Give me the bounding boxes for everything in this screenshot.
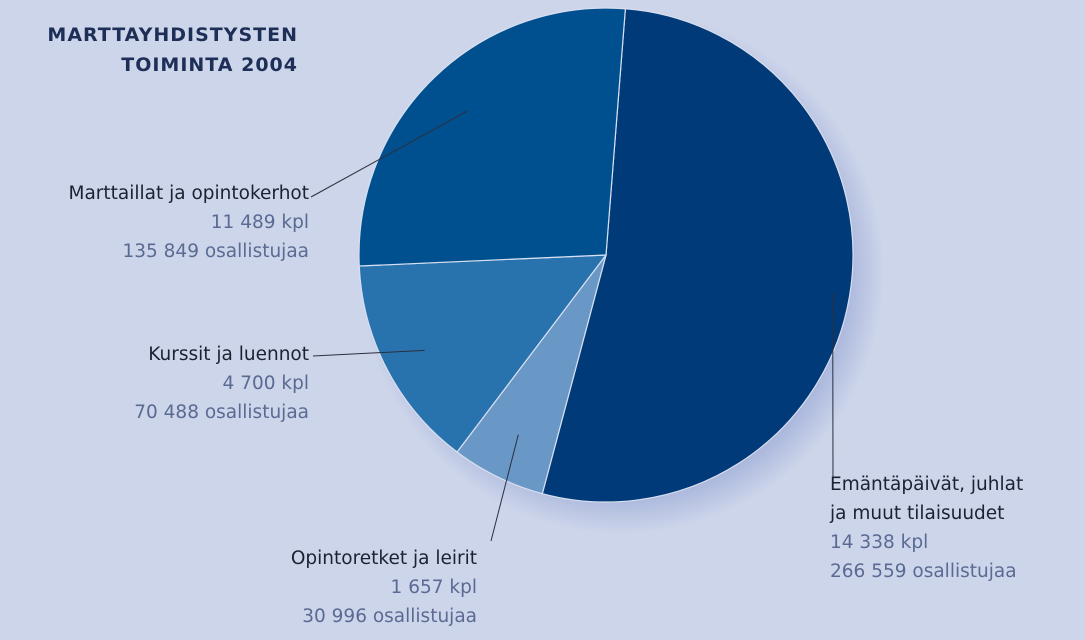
slice-label-name: Marttaillat ja opintokerhot [68,179,309,208]
slice-label-name-line-1: Emäntäpäivät, juhlat [830,470,1023,499]
slice-label-name: Kurssit ja luennot [134,340,309,369]
slice-label-count: 14 338 kpl [830,528,1023,557]
chart-title-line-2: TOIMINTA 2004 [121,54,298,76]
slice-label-participants: 70 488 osallistujaa [134,398,309,427]
slice-label-count: 4 700 kpl [134,369,309,398]
slice-label-opintoretket: Opintoretket ja leirit 1 657 kpl 30 996 … [291,544,477,631]
slice-label-name: Opintoretket ja leirit [291,544,477,573]
slice-label-name-line-2: ja muut tilaisuudet [830,499,1023,528]
slice-label-emantapaivat: Emäntäpäivät, juhlat ja muut tilaisuudet… [830,470,1023,586]
pie-slice-3 [359,8,625,266]
slice-label-kurssit: Kurssit ja luennot 4 700 kpl 70 488 osal… [134,340,309,427]
slice-label-count: 11 489 kpl [68,208,309,237]
slice-label-participants: 135 849 osallistujaa [68,237,309,266]
slice-label-count: 1 657 kpl [291,573,477,602]
chart-title: MARTTAYHDISTYSTEN TOIMINTA 2004 [47,20,298,80]
slice-label-participants: 266 559 osallistujaa [830,557,1023,586]
slice-label-participants: 30 996 osallistujaa [291,602,477,631]
slice-label-marttaillat: Marttaillat ja opintokerhot 11 489 kpl 1… [68,179,309,266]
chart-title-line-1: MARTTAYHDISTYSTEN [47,24,298,46]
